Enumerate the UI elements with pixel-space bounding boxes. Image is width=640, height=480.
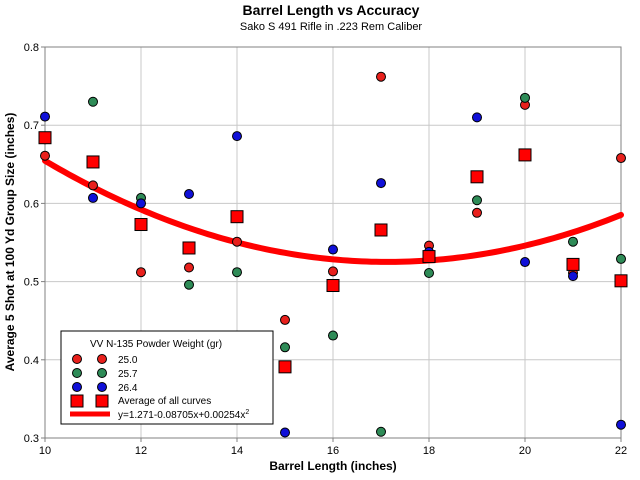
data-point-series-2	[184, 189, 194, 200]
legend-marker-26-4	[72, 382, 82, 392]
data-point-series-1	[520, 92, 530, 103]
x-tick-label: 10	[39, 445, 51, 457]
x-tick-label: 14	[231, 445, 243, 457]
y-tick-label: 0.4	[24, 355, 39, 367]
legend: VV N-135 Powder Weight (gr) 25.0 25.7 26…	[60, 330, 274, 425]
data-point-series-2	[376, 178, 386, 189]
legend-marker-25-7	[72, 368, 82, 378]
data-point-series-2	[472, 112, 482, 123]
fit-equation: y=1.271-0.08705x+0.00254x	[118, 410, 245, 421]
legend-marker-average	[95, 394, 109, 408]
data-points	[38, 71, 628, 438]
data-point-series-2	[40, 111, 50, 122]
data-point-series-1	[184, 279, 194, 290]
x-tick-label: 20	[519, 445, 531, 457]
average-point	[182, 241, 196, 255]
data-point-series-1	[88, 96, 98, 107]
data-point-series-1	[568, 236, 578, 247]
data-point-series-0	[136, 267, 146, 278]
data-point-series-1	[472, 195, 482, 206]
data-point-series-1	[280, 342, 290, 353]
data-point-series-2	[136, 198, 146, 209]
legend-label-25-0: 25.0	[118, 355, 138, 366]
data-point-series-1	[232, 267, 242, 278]
y-tick-label: 0.6	[24, 198, 39, 210]
data-point-series-2	[280, 427, 290, 438]
x-tick-label: 16	[327, 445, 339, 457]
data-point-series-0	[232, 236, 242, 247]
average-point	[278, 360, 292, 374]
x-tick-label: 18	[423, 445, 435, 457]
average-point	[230, 210, 244, 224]
legend-label-fit: y=1.271-0.08705x+0.00254x2	[118, 409, 249, 421]
data-point-series-0	[616, 153, 626, 164]
data-point-series-2	[568, 271, 578, 282]
data-point-series-0	[328, 266, 338, 277]
average-point	[470, 170, 484, 184]
data-point-series-2	[520, 257, 530, 268]
y-axis-ticks: 0.3 0.4 0.5 0.6 0.7 0.8	[24, 42, 45, 445]
y-tick-label: 0.3	[24, 433, 39, 445]
average-point	[326, 279, 340, 293]
data-point-series-2	[328, 244, 338, 255]
legend-box	[60, 330, 274, 425]
legend-marker-average	[70, 394, 84, 408]
average-point	[38, 131, 52, 145]
x-tick-label: 12	[135, 445, 147, 457]
data-point-series-0	[472, 207, 482, 218]
data-point-series-0	[280, 314, 290, 325]
data-point-series-2	[616, 419, 626, 430]
legend-marker-25-0	[72, 354, 82, 364]
fit-equation-superscript: 2	[245, 409, 249, 416]
chart-subtitle: Sako S 491 Rifle in .223 Rem Caliber	[240, 21, 423, 33]
average-point	[422, 250, 436, 264]
x-axis-ticks: 10 12 14 16 18 20 22	[39, 438, 627, 457]
legend-marker-25-0	[97, 354, 107, 364]
y-tick-label: 0.7	[24, 120, 39, 132]
data-point-series-0	[40, 150, 50, 161]
chart-title: Barrel Length vs Accuracy	[243, 2, 420, 18]
data-point-series-0	[88, 180, 98, 191]
x-axis-label: Barrel Length (inches)	[269, 459, 396, 473]
y-axis-label: Average 5 Shot at 100 Yd Group Size (inc…	[3, 113, 17, 372]
x-tick-label: 22	[615, 445, 627, 457]
data-point-series-2	[88, 192, 98, 203]
data-point-series-0	[376, 71, 386, 82]
legend-marker-25-7	[97, 368, 107, 378]
data-point-series-2	[232, 131, 242, 142]
average-point	[86, 155, 100, 169]
average-point	[614, 274, 628, 288]
data-point-series-1	[328, 330, 338, 341]
legend-label-26-4: 26.4	[118, 383, 138, 394]
legend-marker-26-4	[97, 382, 107, 392]
data-point-series-0	[184, 262, 194, 273]
legend-label-25-7: 25.7	[118, 369, 138, 380]
average-point	[518, 148, 532, 162]
data-point-series-1	[424, 267, 434, 278]
legend-label-average: Average of all curves	[118, 396, 211, 407]
data-point-series-1	[616, 253, 626, 264]
y-tick-label: 0.5	[24, 277, 39, 289]
legend-title: VV N-135 Powder Weight (gr)	[90, 339, 222, 350]
average-point	[134, 218, 148, 232]
average-point	[566, 257, 580, 271]
y-tick-label: 0.8	[24, 42, 39, 54]
fit-curve	[42, 157, 624, 265]
average-point	[374, 223, 388, 237]
data-point-series-1	[376, 426, 386, 437]
